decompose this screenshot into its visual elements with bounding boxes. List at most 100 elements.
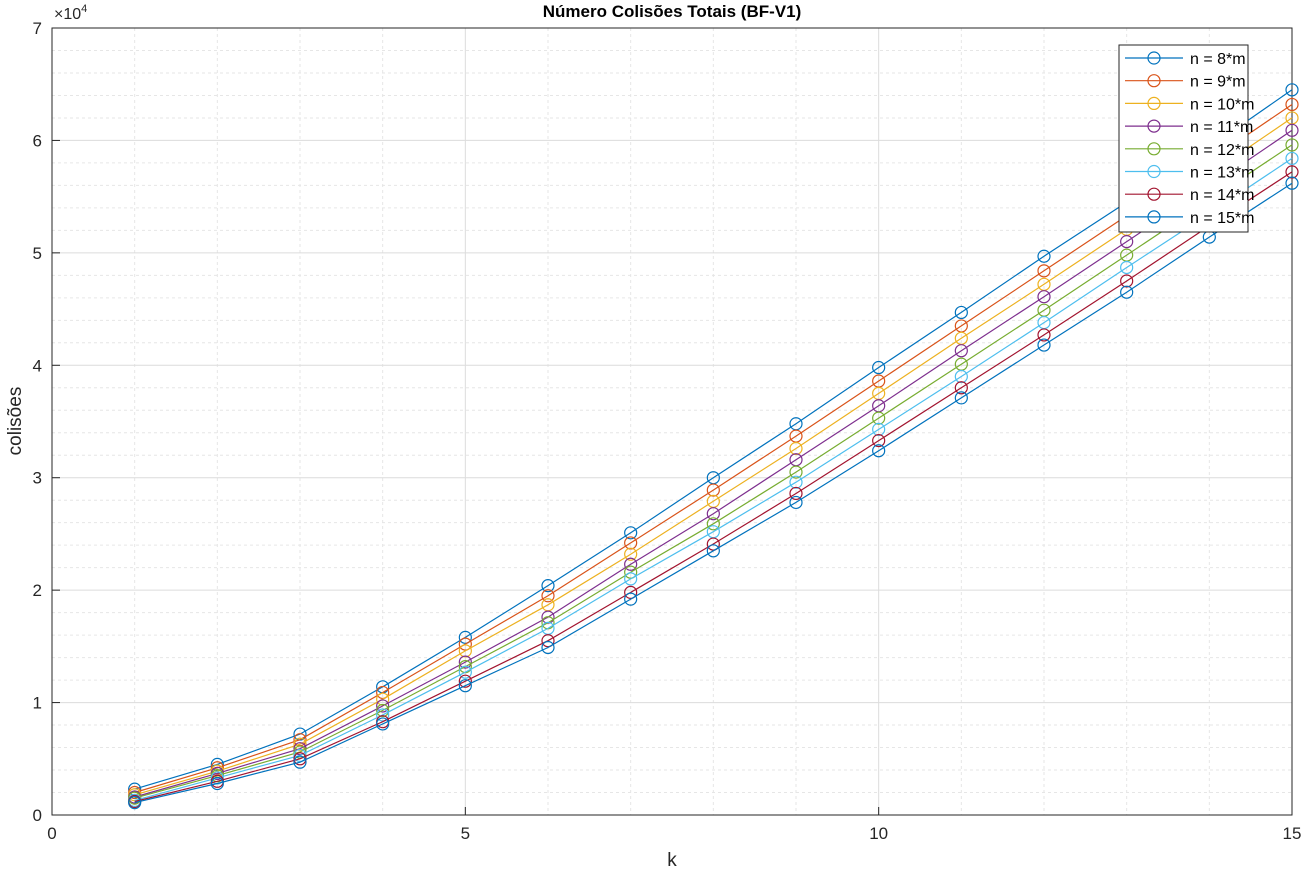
data-point xyxy=(789,465,803,479)
data-point xyxy=(706,517,720,531)
y-tick-label: 2 xyxy=(33,581,42,600)
data-point xyxy=(1285,123,1299,137)
legend-marker xyxy=(1147,210,1161,224)
legend-item: n = 12*m xyxy=(1125,142,1254,159)
data-point xyxy=(624,547,638,561)
data-point xyxy=(1120,285,1134,299)
data-point xyxy=(954,369,968,384)
legend-label: n = 9*m xyxy=(1190,74,1246,91)
data-point xyxy=(458,644,472,658)
plot-frame xyxy=(51,27,1293,816)
data-point xyxy=(541,579,555,593)
data-point xyxy=(458,655,472,669)
legend-item: n = 15*m xyxy=(1125,210,1254,227)
legend-label: n = 11*m xyxy=(1190,119,1253,136)
data-point xyxy=(210,757,224,772)
series-line xyxy=(134,144,1293,799)
data-point xyxy=(1120,235,1134,249)
x-tick-label: 0 xyxy=(47,824,56,843)
data-point xyxy=(376,717,390,731)
legend-item: n = 8*m xyxy=(1125,51,1246,68)
legend-label: n = 8*m xyxy=(1190,51,1246,68)
data-point xyxy=(376,699,390,713)
data-point xyxy=(706,483,720,497)
legend-label: n = 12*m xyxy=(1190,142,1254,159)
data-point xyxy=(1285,97,1299,112)
series-line xyxy=(134,104,1293,794)
y-axis-label: colisões xyxy=(5,387,26,456)
series-line xyxy=(134,117,1293,796)
legend-label: n = 14*m xyxy=(1190,187,1254,204)
legend-marker xyxy=(1147,74,1161,88)
legend-item: n = 11*m xyxy=(1125,119,1253,136)
series-line xyxy=(134,129,1293,798)
x-tick-labels: 0 5 10 15 xyxy=(47,824,1301,843)
data-point xyxy=(210,776,224,791)
legend-box xyxy=(1118,44,1249,233)
data-point xyxy=(872,434,886,448)
data-point xyxy=(376,708,390,722)
y-tick-label: 6 xyxy=(33,131,42,150)
data-point xyxy=(789,441,803,456)
data-point xyxy=(1120,274,1134,288)
data-point xyxy=(954,344,968,358)
data-point xyxy=(458,679,472,693)
legend-label: n = 13*m xyxy=(1190,165,1254,182)
data-point xyxy=(624,565,638,579)
data-point xyxy=(1285,176,1299,190)
minor-grid xyxy=(52,28,1292,815)
legend-marker xyxy=(1147,96,1161,111)
data-point xyxy=(954,305,968,320)
data-point xyxy=(1285,151,1299,166)
y-tick-labels: 0 1 2 3 4 5 6 7 xyxy=(33,19,42,825)
data-point xyxy=(1037,249,1051,263)
y-exponent-power: 4 xyxy=(81,3,87,15)
series-line xyxy=(134,182,1293,804)
data-point xyxy=(624,585,638,599)
legend-item: n = 13*m xyxy=(1125,165,1254,182)
x-tick-label: 5 xyxy=(461,824,470,843)
data-point xyxy=(541,640,555,655)
data-point xyxy=(789,475,803,489)
data-point xyxy=(293,748,307,763)
legend[interactable]: n = 8*m n = 9*m n = 10*m n = 11*m n = 12*m n … xyxy=(1118,44,1254,233)
legend-marker xyxy=(1147,142,1161,156)
data-point xyxy=(1120,260,1134,275)
data-point xyxy=(376,685,390,700)
data-point xyxy=(1037,328,1051,342)
y-tick-label: 7 xyxy=(33,19,42,38)
y-tick-label: 5 xyxy=(33,244,42,263)
data-point xyxy=(1285,165,1299,179)
y-tick-label: 0 xyxy=(33,806,42,825)
data-point xyxy=(458,674,472,688)
series-layer xyxy=(128,83,1299,810)
legend-item: n = 14*m xyxy=(1125,187,1254,204)
data-point xyxy=(541,589,555,603)
data-point xyxy=(458,637,472,651)
axis-ticks xyxy=(51,27,1293,816)
data-point xyxy=(541,634,555,648)
legend-label: n = 15*m xyxy=(1190,210,1254,227)
chart-title: Número Colisões Totais (BF-V1) xyxy=(543,2,802,21)
data-point xyxy=(458,665,472,679)
legend-item: n = 10*m xyxy=(1125,96,1254,113)
x-axis-label: k xyxy=(667,850,677,871)
series-line xyxy=(134,171,1293,803)
data-point xyxy=(1285,83,1299,97)
legend-item: n = 9*m xyxy=(1125,74,1246,91)
data-point xyxy=(624,592,638,606)
data-point xyxy=(789,495,803,510)
data-point xyxy=(1037,338,1051,352)
data-point xyxy=(706,507,720,521)
x-tick-label: 15 xyxy=(1283,824,1302,843)
data-point xyxy=(293,755,307,769)
data-point xyxy=(624,557,638,571)
data-point xyxy=(872,360,886,375)
data-point xyxy=(293,737,307,751)
data-point xyxy=(954,381,968,395)
data-point xyxy=(954,391,968,405)
y-tick-label: 3 xyxy=(33,469,42,488)
data-point xyxy=(624,526,638,540)
y-tick-label: 4 xyxy=(33,356,42,375)
